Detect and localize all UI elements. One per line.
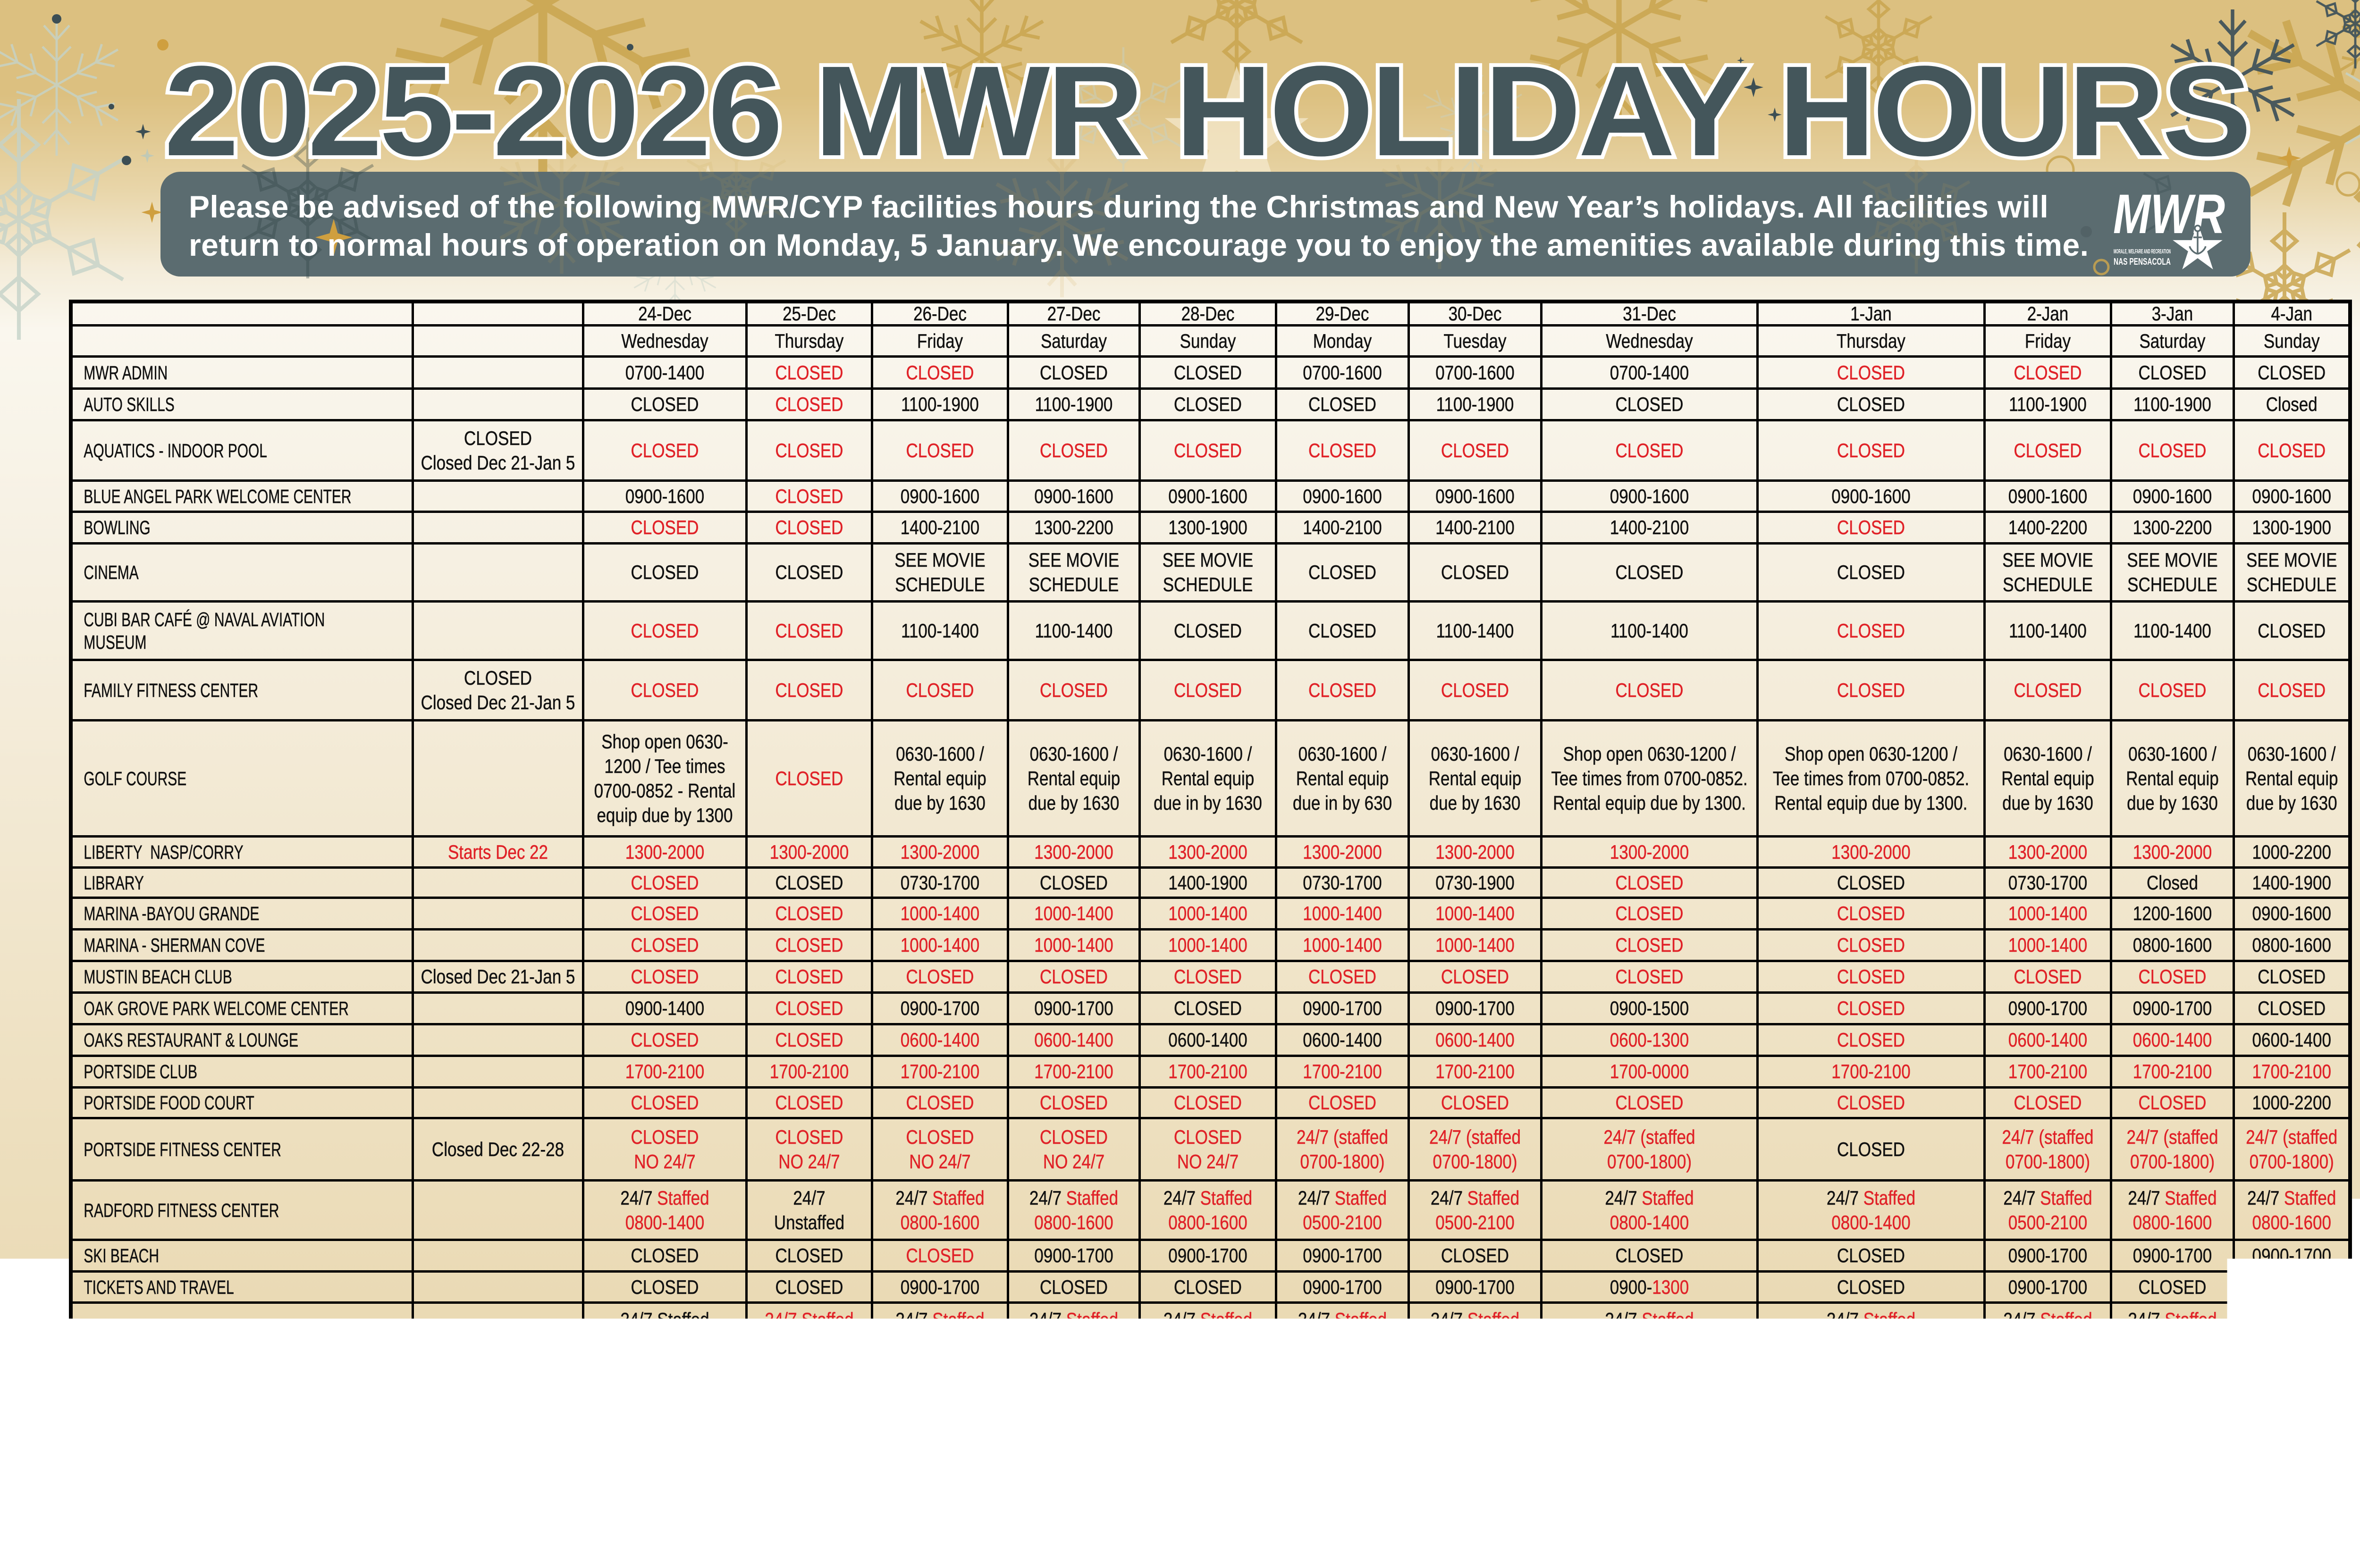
svg-text:MWR: MWR [2113, 191, 2225, 245]
svg-text:MORALE, WELFARE AND RECREATION: MORALE, WELFARE AND RECREATION [2114, 248, 2171, 255]
svg-text:2025-2026 MWR HOLIDAY HOURS: 2025-2026 MWR HOLIDAY HOURS [164, 39, 2249, 183]
svg-text:NAS PENSACOLA: NAS PENSACOLA [2114, 257, 2171, 267]
